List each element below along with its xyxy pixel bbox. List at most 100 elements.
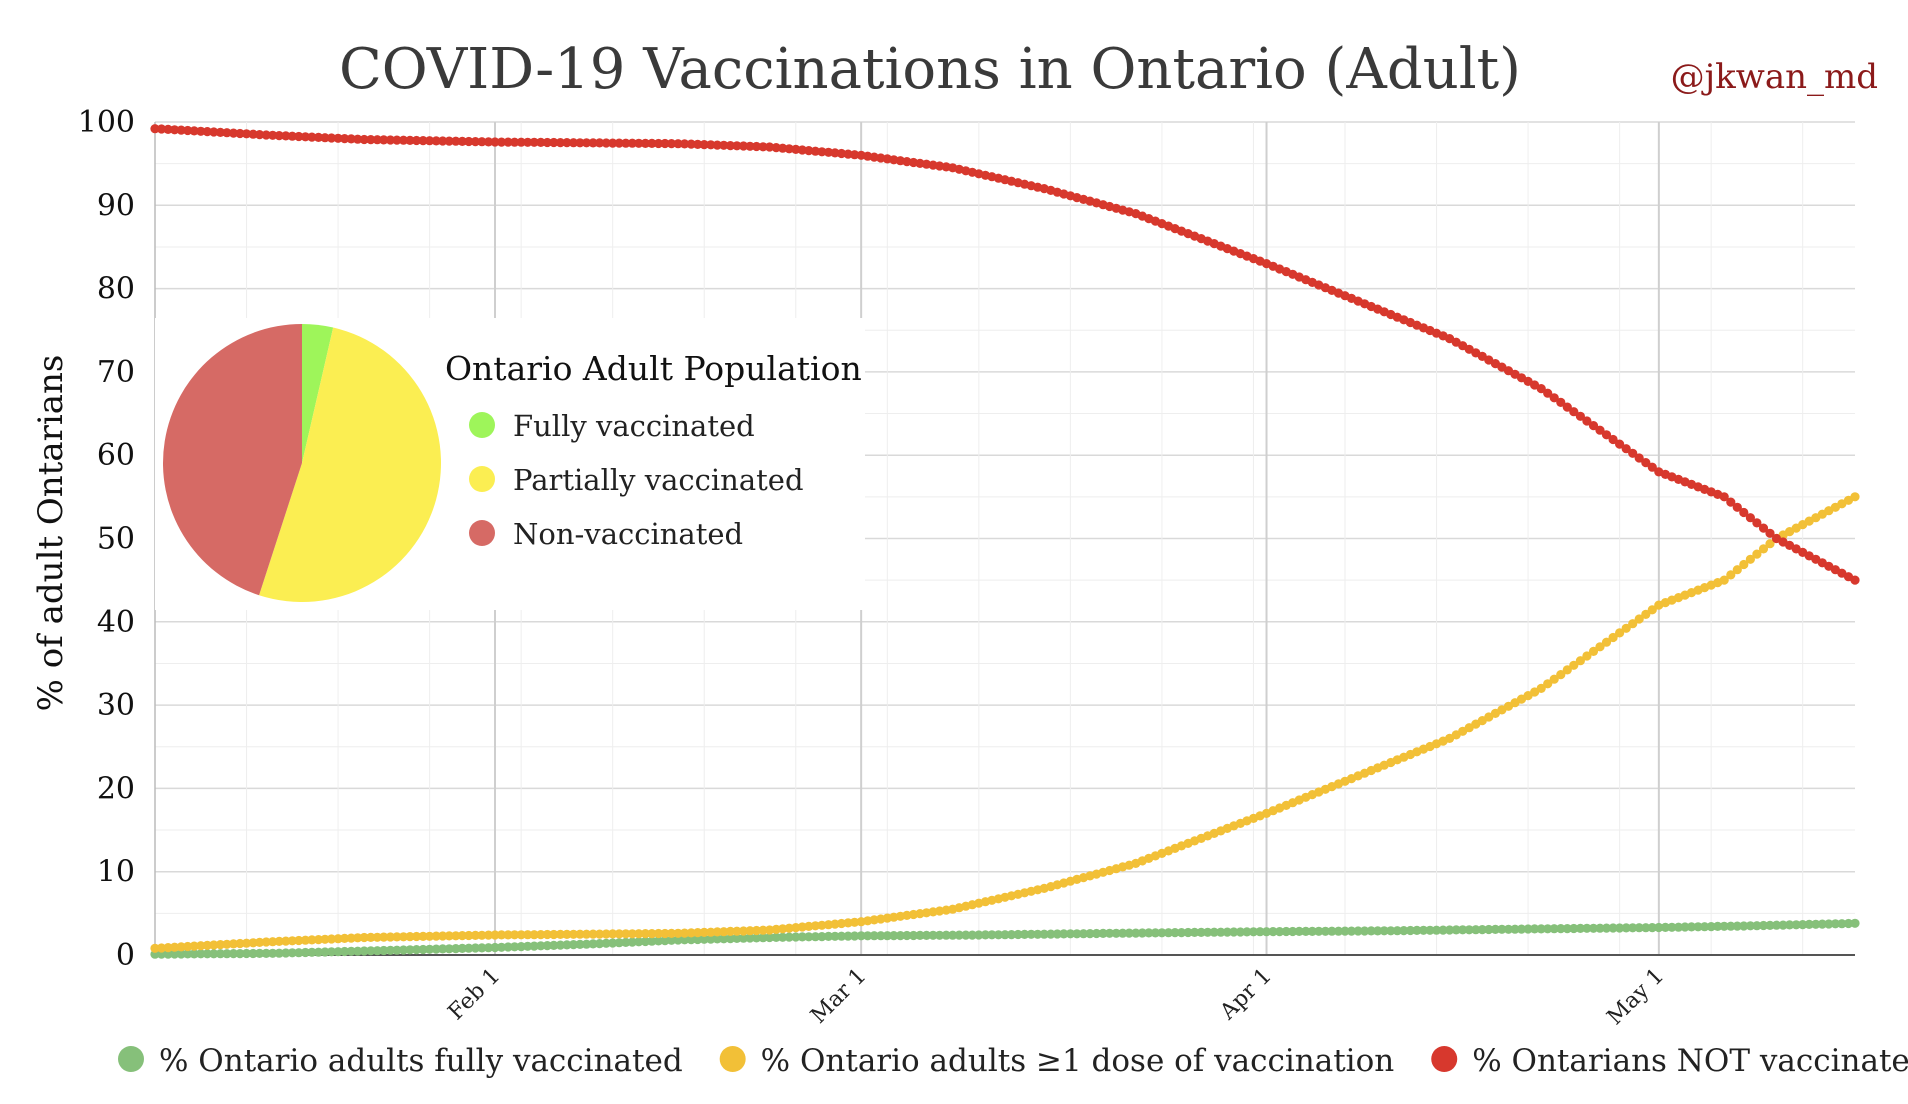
data-point [1601,637,1612,647]
data-point [170,125,180,135]
data-point [1758,544,1769,554]
data-point [248,129,258,139]
data-point [660,936,670,946]
data-point [444,931,454,941]
data-point [425,136,435,146]
data-point [241,948,252,959]
data-point [163,943,173,953]
legend-marker [118,1046,144,1072]
data-point [326,934,337,944]
data-point [1562,924,1572,934]
pie-legend-label: Partially vaccinated [513,463,804,497]
data-point [1294,926,1304,937]
data-point [1536,924,1546,934]
data-point [542,929,552,940]
data-point [411,931,422,942]
data-point [326,947,337,957]
data-point [1615,923,1625,933]
data-point [1418,925,1429,935]
data-point [431,944,441,954]
data-point [1791,920,1801,930]
data-point [398,932,409,942]
data-point [281,948,291,958]
data-point [516,930,526,940]
data-point [902,930,912,941]
data-point [1621,923,1631,933]
data-point [1157,928,1167,938]
data-point [1595,425,1605,435]
data-point [189,126,199,136]
data-point [241,938,252,948]
data-point [895,931,906,941]
data-point [1556,670,1566,680]
data-point [627,138,637,148]
data-point [666,935,677,945]
data-point [732,926,742,936]
data-point [751,141,762,152]
data-point [673,935,683,945]
data-point [549,940,559,951]
data-point [1732,565,1742,575]
data-point [248,938,258,948]
data-point [1615,439,1625,449]
data-point [850,917,860,927]
data-point [542,137,552,148]
data-point [732,141,742,151]
data-point [294,948,304,958]
data-point [307,132,317,142]
data-point [1758,523,1769,533]
y-tick-label: 60 [97,438,135,473]
data-point [313,935,324,945]
data-point [778,932,788,942]
data-point [810,932,821,942]
y-tick-label: 40 [97,605,135,640]
data-point [516,137,526,147]
data-point [1046,929,1056,939]
data-point [1510,924,1520,934]
data-point [536,137,546,147]
data-point [444,944,454,954]
data-point [1615,628,1625,638]
data-point [1392,926,1402,936]
data-point [595,929,605,939]
data-point [850,931,860,941]
data-point [366,932,376,943]
legend-label: % Ontario adults fully vaccinated [159,1043,683,1079]
data-point [1745,921,1755,931]
data-point [562,138,572,148]
data-point [915,930,925,941]
data-point [693,934,703,945]
data-point [1621,444,1631,454]
data-point [595,138,605,148]
data-point [1543,924,1553,934]
data-point [503,930,513,940]
data-point [549,929,559,940]
data-point [418,136,428,146]
data-point [1752,518,1762,528]
data-point [405,932,415,942]
data-point [1536,683,1546,694]
pie-legend-label: Fully vaccinated [513,409,755,443]
data-point [706,140,716,150]
data-point [196,949,206,959]
data-point [496,942,507,952]
data-point [1275,927,1285,937]
data-point [379,932,389,942]
data-point [1765,528,1775,538]
chart-legend: % Ontario adults fully vaccinated % Ontar… [118,1043,1908,1079]
data-point [189,941,199,951]
data-point [1673,922,1684,932]
data-point [1641,923,1651,933]
data-point [712,927,722,937]
data-point [1562,665,1572,675]
data-point [869,931,879,941]
data-point [1811,919,1821,929]
data-point [993,930,1004,940]
data-point [470,137,480,147]
data-point [836,931,847,941]
data-point [359,946,369,956]
data-point [1000,930,1010,940]
data-point [653,138,664,149]
data-point [1131,928,1141,938]
data-point [1739,921,1749,931]
